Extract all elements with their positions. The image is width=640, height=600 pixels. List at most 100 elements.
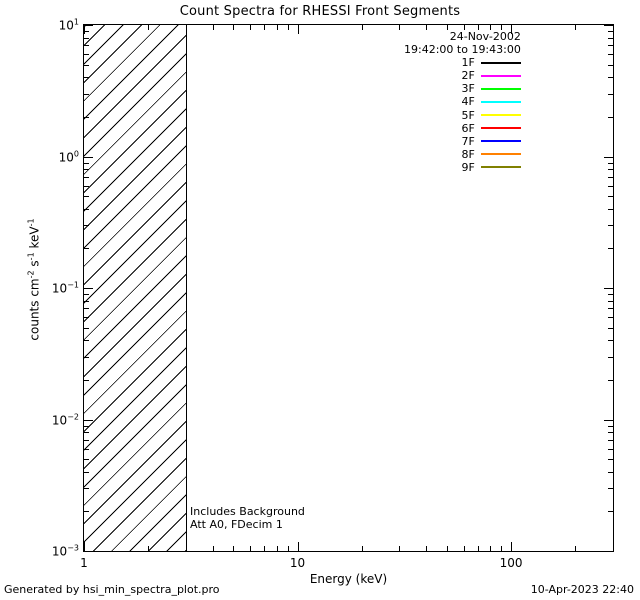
y-tick-label: 10−3	[51, 543, 79, 559]
y-tick-right	[604, 551, 613, 552]
x-tick-top	[613, 25, 614, 30]
y-tick-right	[604, 288, 613, 289]
legend-entry: 1F	[404, 56, 521, 69]
x-tick-bottom	[463, 546, 465, 551]
y-tick-left	[84, 116, 89, 118]
legend-color-swatch	[480, 140, 521, 143]
legend-entry: 2F	[404, 69, 521, 82]
x-tick-top	[361, 25, 363, 30]
y-tick-right	[608, 116, 613, 118]
y-tick-right	[608, 317, 613, 319]
x-tick-bottom	[297, 542, 299, 551]
y-tick-left	[84, 45, 89, 47]
x-tick-label: 100	[499, 556, 523, 570]
plot-note-background: Includes Background	[190, 505, 305, 518]
y-tick-left	[84, 54, 89, 56]
legend-entry: 5F	[404, 109, 521, 122]
y-tick-left	[84, 77, 89, 79]
y-tick-right	[608, 31, 613, 33]
y-tick-right	[608, 471, 613, 473]
y-tick-left	[84, 294, 89, 296]
y-tick-right	[608, 176, 613, 178]
hatched-region-edge	[185, 25, 187, 551]
y-tick-right	[608, 77, 613, 79]
y-axis-labels: 10−3 10−2 10−1 100 101	[0, 0, 79, 600]
y-tick-right	[608, 54, 613, 56]
y-tick-left	[84, 356, 89, 358]
y-tick-right	[608, 64, 613, 66]
y-tick-left	[84, 340, 89, 342]
y-tick-right	[604, 25, 613, 26]
y-tick-left	[84, 37, 89, 39]
y-tick-right	[608, 196, 613, 198]
legend: 24-Nov-2002 19:42:00 to 19:43:00 1F 2F 3F 4…	[404, 30, 521, 174]
x-tick-top	[264, 25, 266, 30]
x-tick-top	[446, 25, 448, 30]
y-tick-left	[84, 300, 89, 302]
y-tick-left	[84, 162, 89, 164]
legend-entry: 3F	[404, 82, 521, 95]
legend-date: 24-Nov-2002	[449, 30, 521, 43]
y-tick-right	[608, 93, 613, 95]
legend-entry-label: 4F	[461, 95, 475, 109]
x-tick-top	[185, 25, 187, 30]
x-tick-bottom	[233, 546, 235, 551]
legend-entry-label: 1F	[461, 56, 475, 70]
legend-entry-label: 5F	[461, 108, 475, 122]
legend-color-swatch	[480, 127, 521, 130]
x-tick-bottom	[287, 546, 289, 551]
x-tick-label: 1	[80, 556, 88, 570]
y-tick-right	[608, 208, 613, 210]
x-tick-bottom	[575, 546, 577, 551]
y-tick-left	[84, 288, 93, 289]
y-tick-right	[608, 511, 613, 513]
y-tick-left	[84, 169, 89, 171]
y-tick-label: 101	[58, 17, 79, 33]
y-tick-right	[608, 432, 613, 434]
y-tick-left	[84, 511, 89, 513]
y-tick-left	[84, 185, 89, 187]
footer-timestamp: 10-Apr-2023 22:40	[530, 583, 634, 596]
y-tick-right	[608, 425, 613, 427]
y-tick-left	[84, 551, 93, 552]
legend-entry: 7F	[404, 135, 521, 148]
y-tick-left	[84, 459, 89, 461]
legend-time-range: 19:42:00 to 19:43:00	[404, 43, 521, 57]
y-tick-left	[84, 176, 89, 178]
y-tick-left	[84, 31, 89, 33]
y-tick-right	[608, 248, 613, 250]
legend-color-swatch	[480, 87, 521, 90]
y-tick-right	[604, 419, 613, 421]
x-tick-bottom	[426, 546, 428, 551]
x-tick-top	[490, 25, 492, 30]
x-tick-bottom	[148, 546, 150, 551]
y-tick-right	[608, 169, 613, 171]
legend-entry: 6F	[404, 122, 521, 135]
legend-entry: 9F	[404, 161, 521, 174]
x-tick-bottom	[478, 546, 480, 551]
y-tick-left	[84, 327, 89, 329]
y-tick-label: 10−2	[51, 412, 79, 427]
legend-entries: 1F 2F 3F 4F 5F 6F 7F 8F 9F	[404, 56, 521, 174]
y-tick-right	[608, 225, 613, 227]
y-tick-left	[84, 208, 89, 210]
legend-color-swatch	[480, 166, 521, 169]
y-tick-right	[608, 294, 613, 296]
x-tick-bottom	[185, 546, 187, 551]
x-tick-top	[148, 25, 150, 30]
legend-entry-label: 8F	[461, 147, 475, 161]
y-tick-left	[84, 488, 89, 490]
y-tick-right	[608, 459, 613, 461]
plot-note-attenuator: Att A0, FDecim 1	[190, 518, 283, 531]
y-tick-left	[84, 439, 89, 441]
y-tick-left	[84, 425, 89, 427]
x-axis-title: Energy (keV)	[309, 572, 388, 586]
x-tick-top	[511, 25, 513, 34]
y-tick-left	[84, 225, 89, 227]
x-tick-top	[250, 25, 252, 30]
y-tick-label: 10−1	[51, 280, 79, 296]
x-tick-bottom	[212, 546, 214, 551]
x-tick-top	[501, 25, 503, 30]
y-tick-right	[608, 300, 613, 302]
